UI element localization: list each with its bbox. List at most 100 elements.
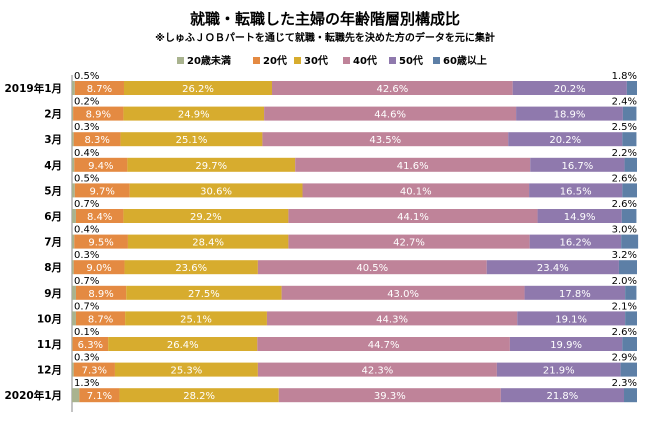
chart-subtitle: ※しゅふＪＯＢパートを通じて就職・転職先を決めた方のデータを元に集計 xyxy=(155,33,495,44)
bar-7-3 xyxy=(127,234,289,249)
legend-label-1: 20歳未満 xyxy=(187,54,231,67)
data-label-1-1: 0.5% xyxy=(74,71,99,82)
bar-11-5 xyxy=(509,337,623,351)
data-label-5-4: 40.1% xyxy=(400,186,432,197)
bar-1-3 xyxy=(123,81,273,95)
bar-12-4 xyxy=(257,362,497,377)
legend-swatch-1 xyxy=(177,57,184,64)
legend-label-2: 20代 xyxy=(263,54,287,67)
legend-swatch-3 xyxy=(294,57,301,64)
bar-6-3 xyxy=(123,209,289,223)
bar-5-3 xyxy=(129,183,303,198)
bar-1-4 xyxy=(272,81,513,95)
bar-10-5 xyxy=(517,311,626,326)
data-label-5-5: 16.5% xyxy=(560,186,592,197)
bar-3-6 xyxy=(622,132,637,147)
bar-6-4 xyxy=(288,209,538,223)
bar-3-3 xyxy=(120,132,263,147)
data-label-11-3: 26.4% xyxy=(167,340,199,351)
bar-8-2 xyxy=(73,260,125,275)
data-label-3-4: 43.5% xyxy=(369,135,401,146)
data-label-3-6: 2.5% xyxy=(612,122,637,133)
bar-4-6 xyxy=(624,157,637,172)
category-label-5: 5月 xyxy=(44,185,62,197)
bar-13-6 xyxy=(624,388,637,403)
data-label-9-6: 2.0% xyxy=(612,276,637,287)
bar-13-1 xyxy=(72,388,80,403)
data-label-8-4: 40.5% xyxy=(356,263,388,274)
bar-12-3 xyxy=(114,362,258,377)
bar-10-6 xyxy=(625,311,637,326)
data-label-6-1: 0.7% xyxy=(74,199,99,210)
bar-7-4 xyxy=(288,234,530,249)
data-label-5-3: 30.6% xyxy=(200,186,232,197)
category-label-9: 9月 xyxy=(44,288,62,300)
data-label-13-1: 1.3% xyxy=(74,378,99,389)
bar-5-1 xyxy=(72,183,75,198)
bar-8-5 xyxy=(486,260,619,275)
data-label-9-2: 8.9% xyxy=(88,289,113,300)
category-label-3: 3月 xyxy=(44,134,62,146)
data-label-11-2: 6.3% xyxy=(78,340,103,351)
data-label-12-3: 25.3% xyxy=(171,366,203,377)
legend-label-6: 60歳以上 xyxy=(443,54,487,67)
data-label-10-4: 44.3% xyxy=(376,314,408,325)
bar-7-6 xyxy=(621,234,639,249)
category-label-4: 4月 xyxy=(44,160,62,172)
category-label-10: 10月 xyxy=(37,313,62,325)
data-label-9-4: 43.0% xyxy=(387,289,419,300)
data-label-5-2: 9.7% xyxy=(90,186,115,197)
bar-11-6 xyxy=(622,337,637,351)
data-label-4-2: 9.4% xyxy=(88,161,113,172)
legend-swatch-4 xyxy=(343,57,350,64)
bar-13-5 xyxy=(500,388,625,403)
bar-5-5 xyxy=(529,183,623,198)
data-label-12-4: 42.3% xyxy=(361,366,393,377)
data-label-10-5: 19.1% xyxy=(555,314,587,325)
bar-1-6 xyxy=(626,81,637,95)
data-label-12-5: 21.9% xyxy=(543,366,575,377)
data-label-5-1: 0.5% xyxy=(74,173,99,184)
bar-2-1 xyxy=(72,106,74,121)
bar-10-2 xyxy=(75,311,126,326)
data-label-7-3: 28.4% xyxy=(192,238,224,249)
data-label-1-5: 20.2% xyxy=(554,84,586,95)
data-label-9-3: 27.5% xyxy=(188,289,220,300)
data-label-11-1: 0.1% xyxy=(74,327,99,338)
category-label-2: 2月 xyxy=(44,109,62,121)
bar-5-2 xyxy=(74,183,130,198)
legend-label-5: 50代 xyxy=(399,54,423,67)
data-label-3-3: 25.1% xyxy=(176,135,208,146)
bar-1-2 xyxy=(74,81,124,95)
legend-swatch-5 xyxy=(389,57,396,64)
data-label-12-6: 2.9% xyxy=(612,353,637,364)
bar-5-6 xyxy=(622,183,637,198)
data-label-3-2: 8.3% xyxy=(84,135,109,146)
bar-10-4 xyxy=(266,311,518,326)
category-label-7: 7月 xyxy=(44,237,62,249)
data-label-13-6: 2.3% xyxy=(612,378,637,389)
data-label-6-5: 14.9% xyxy=(564,212,596,223)
legend-swatch-2 xyxy=(253,57,260,64)
bar-8-3 xyxy=(124,260,258,275)
bar-4-4 xyxy=(295,157,531,172)
data-label-13-5: 21.8% xyxy=(547,391,579,402)
bar-10-3 xyxy=(125,311,267,326)
data-label-4-6: 2.2% xyxy=(612,148,637,159)
bar-9-6 xyxy=(625,285,637,300)
data-label-13-2: 7.1% xyxy=(87,391,112,402)
data-label-8-5: 23.4% xyxy=(537,263,569,274)
data-label-2-3: 24.9% xyxy=(178,110,210,121)
bar-13-3 xyxy=(119,388,279,403)
legend-swatch-6 xyxy=(433,57,440,64)
bar-3-5 xyxy=(508,132,623,147)
data-label-13-3: 28.2% xyxy=(183,391,215,402)
data-label-9-5: 17.8% xyxy=(559,289,591,300)
bar-9-1 xyxy=(72,285,76,300)
data-label-7-6: 3.0% xyxy=(612,225,637,236)
data-label-8-1: 0.3% xyxy=(74,250,99,261)
data-label-2-4: 44.6% xyxy=(374,110,406,121)
chart-title: 就職・転職した主婦の年齢階層別構成比 xyxy=(189,10,460,28)
bar-13-4 xyxy=(278,388,501,403)
bar-11-2 xyxy=(72,337,109,351)
